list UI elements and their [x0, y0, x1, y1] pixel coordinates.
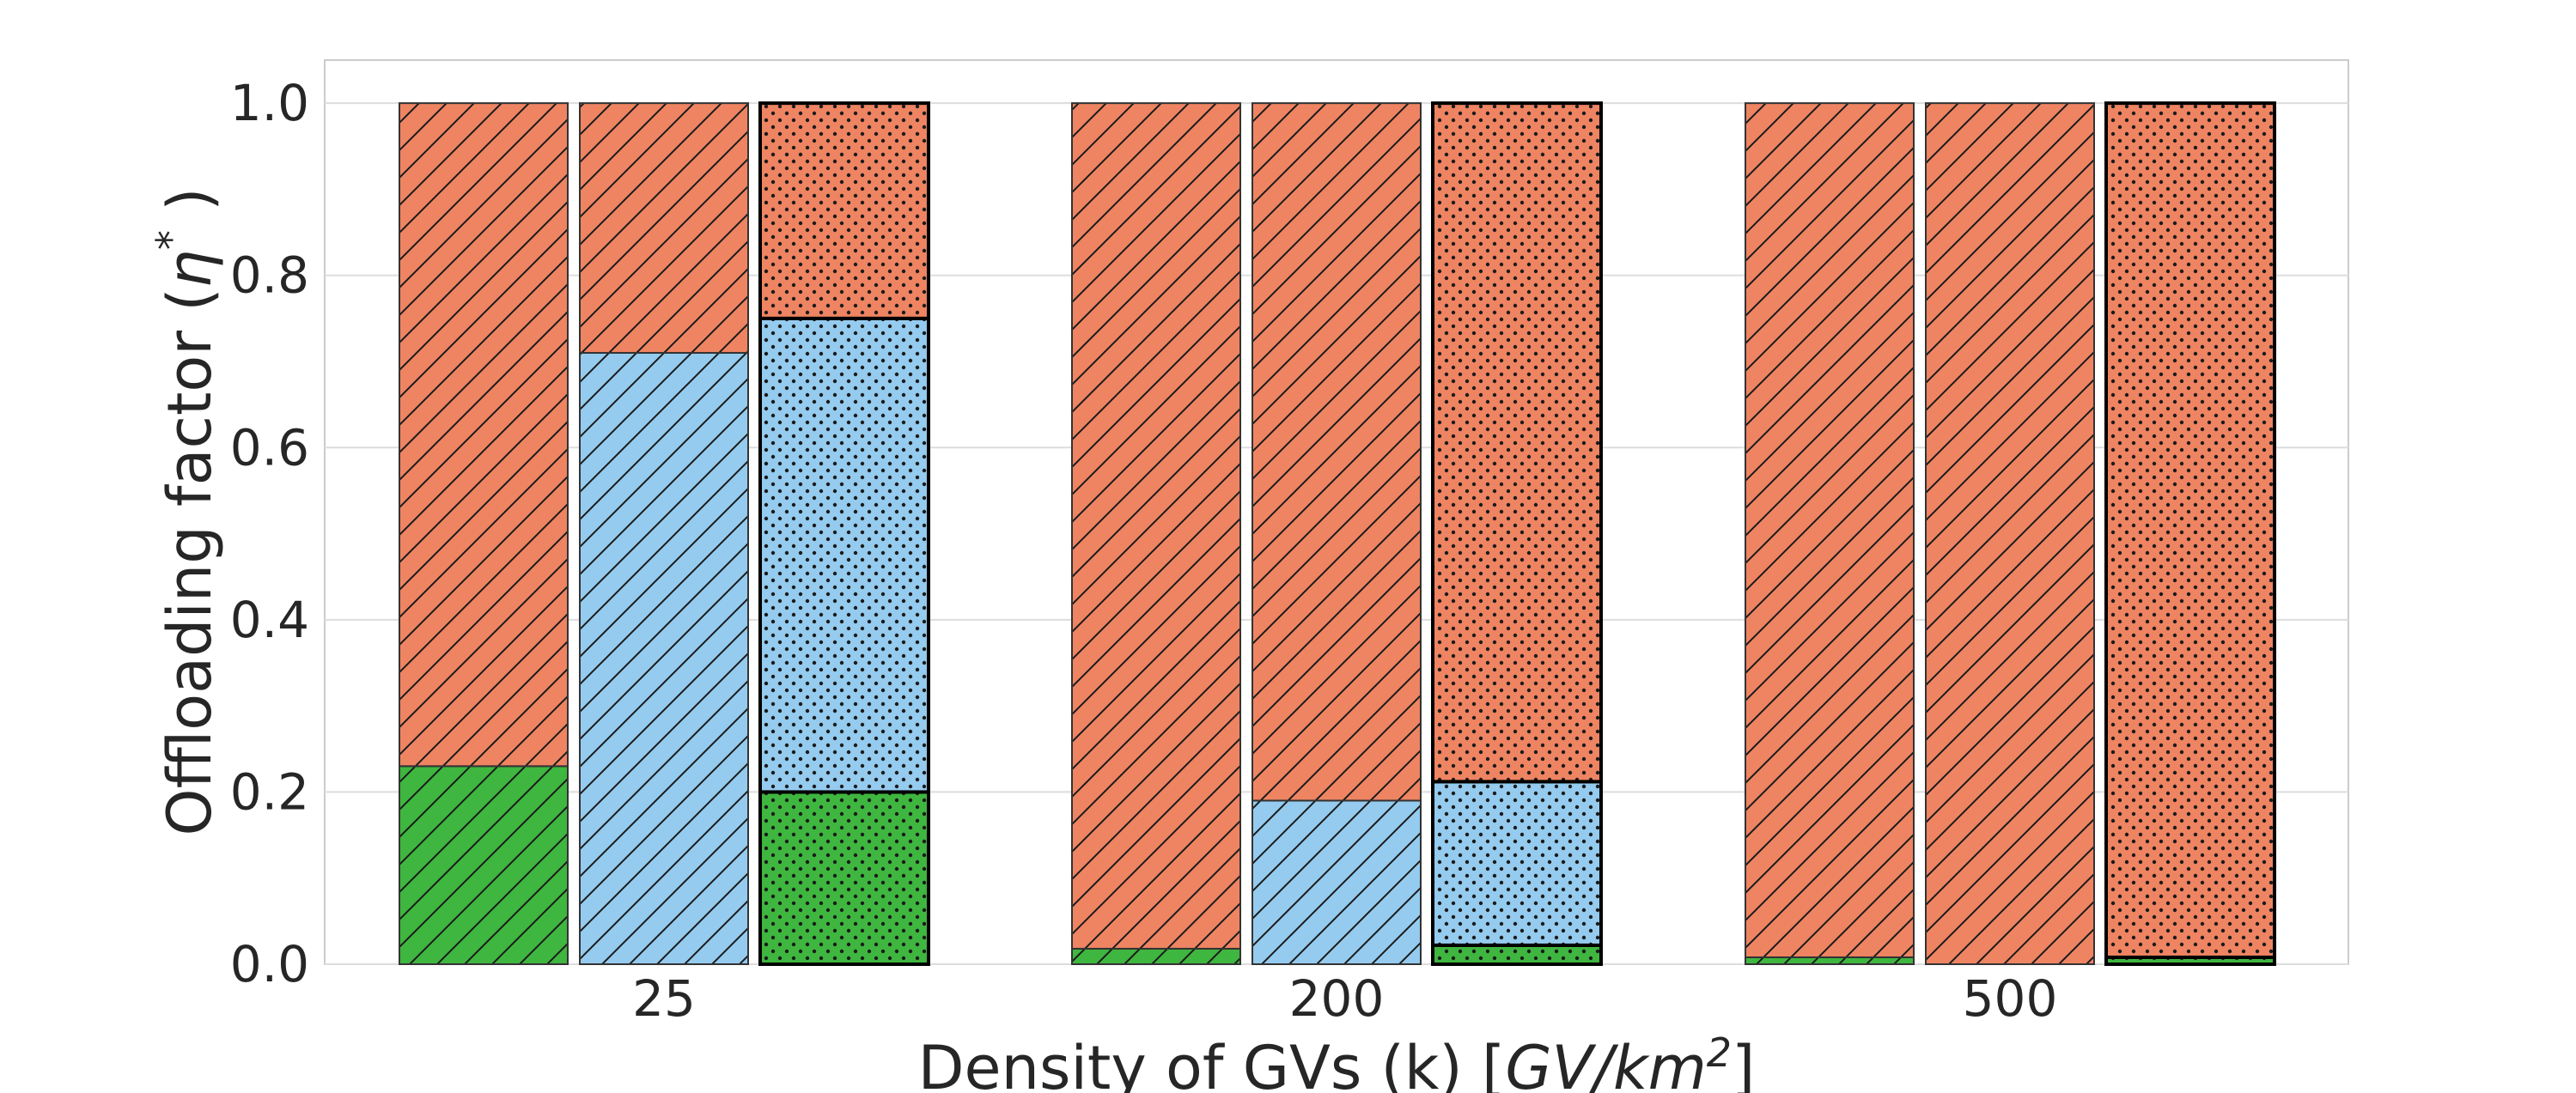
bar-hatch-blue-k200-bar2 — [1251, 799, 1422, 966]
bar-hatch-green-k200-bar1 — [1071, 947, 1241, 966]
x-axis-label-unit: GV/km — [1505, 1033, 1706, 1093]
bar-hatch-orange-k200-bar2 — [1251, 102, 1422, 802]
y-tick-label: 0.4 — [230, 591, 309, 649]
x-tick-labels: 25 200 500 — [632, 969, 2057, 1028]
bar-hatch-orange-k200-bar1 — [1071, 102, 1241, 950]
bar-hatch-orange-k500-bar3 — [2104, 101, 2276, 959]
bar-hatch-orange-k25-bar3 — [758, 101, 930, 320]
bar-hatch-blue-k200-bar3 — [1431, 780, 1603, 947]
bar-hatch-blue-k25-bar3 — [758, 316, 930, 794]
x-axis-label-exponent: 2 — [1707, 1029, 1732, 1076]
y-axis-label-sup: * — [148, 230, 194, 250]
bar-stacks — [399, 101, 2276, 967]
bar-hatch-green-k25-bar1 — [399, 765, 569, 965]
x-axis-label-suffix: ] — [1732, 1033, 1755, 1093]
y-tick-label: 1.0 — [230, 74, 309, 132]
y-tick-label: 0.2 — [230, 762, 309, 821]
x-axis-label-main: Density of GVs (k) [ — [918, 1033, 1506, 1093]
y-axis-label-main: Offloading factor ( — [155, 288, 225, 835]
x-tick-label: 500 — [1963, 969, 2058, 1028]
x-axis-label: Density of GVs (k) [GV/km2] — [918, 1029, 1756, 1093]
y-tick-label: 0.6 — [230, 418, 309, 477]
y-axis-label-symbol: η — [155, 250, 225, 288]
y-axis-label: Offloading factor (η* ) — [148, 187, 225, 835]
bar-hatch-green-k25-bar3 — [758, 790, 930, 967]
y-tick-label: 0.0 — [230, 935, 309, 993]
x-tick-label: 25 — [632, 969, 696, 1028]
x-tick-label: 200 — [1289, 969, 1385, 1028]
bar-hatch-green-k200-bar3 — [1431, 943, 1603, 966]
y-axis-label-suffix: ) — [155, 187, 225, 230]
bar-hatch-green-k500-bar1 — [1745, 956, 1915, 966]
y-tick-label: 0.8 — [230, 246, 309, 305]
bar-hatch-orange-k500-bar2 — [1925, 102, 2095, 965]
bar-hatch-orange-k500-bar1 — [1745, 102, 1915, 958]
bar-hatch-orange-k25-bar2 — [579, 102, 749, 354]
bar-hatch-blue-k25-bar2 — [579, 351, 749, 965]
bar-hatch-orange-k25-bar1 — [399, 102, 569, 768]
bar-hatch-orange-k200-bar3 — [1431, 101, 1603, 784]
y-tick-labels: 0.0 0.2 0.4 0.6 0.8 1.0 — [230, 74, 309, 993]
